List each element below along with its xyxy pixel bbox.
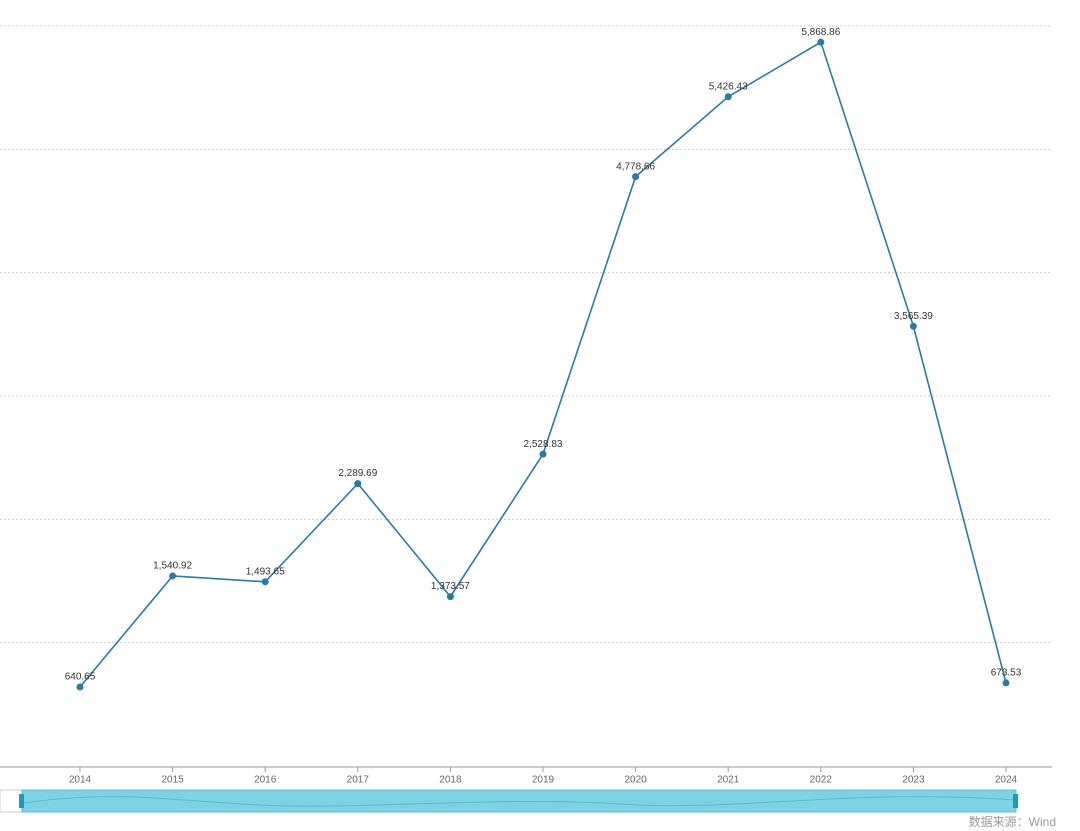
x-tick-label: 2022: [810, 775, 833, 786]
slider-left-area: [0, 789, 23, 813]
zoom-slider[interactable]: [21, 789, 1017, 813]
x-tick-label: 2019: [532, 775, 555, 786]
x-tick-label: 2015: [161, 775, 184, 786]
source-note: 数据来源：Wind: [969, 814, 1056, 829]
x-tick-label: 2017: [347, 775, 370, 786]
data-label: 5,426.43: [709, 81, 748, 92]
data-label: 5,868.86: [801, 27, 840, 38]
point: [909, 322, 917, 330]
data-label: 2,289.69: [338, 468, 377, 479]
data-label: 4,778.66: [616, 161, 655, 172]
x-tick-label: 2016: [254, 775, 277, 786]
slider-handle[interactable]: [19, 794, 24, 808]
point: [446, 593, 454, 601]
x-tick-label: 2024: [995, 775, 1018, 786]
data-label: 1,373.57: [431, 581, 470, 592]
point: [76, 683, 84, 691]
x-tick-label: 2018: [439, 775, 462, 786]
slider-shadow: [21, 796, 1017, 807]
point: [261, 578, 269, 586]
point: [817, 38, 825, 46]
point: [169, 572, 177, 580]
point: [1002, 679, 1010, 687]
x-tick-label: 2020: [624, 775, 647, 786]
x-tick-label: 2014: [69, 775, 92, 786]
point: [539, 450, 547, 458]
point: [632, 173, 640, 181]
data-label: 1,493.65: [246, 566, 285, 577]
data-label: 673.53: [991, 668, 1022, 679]
point: [354, 480, 362, 488]
data-label: 3,565.39: [894, 311, 933, 322]
line: [79, 40, 1007, 688]
point: [724, 93, 732, 101]
data-label: 2,528.83: [524, 439, 563, 450]
slider-handle[interactable]: [1013, 794, 1018, 808]
data-label: 640.65: [65, 672, 96, 683]
data-label: 1,540.92: [153, 561, 192, 572]
x-tick-label: 2023: [902, 775, 925, 786]
x-tick-label: 2021: [717, 775, 740, 786]
